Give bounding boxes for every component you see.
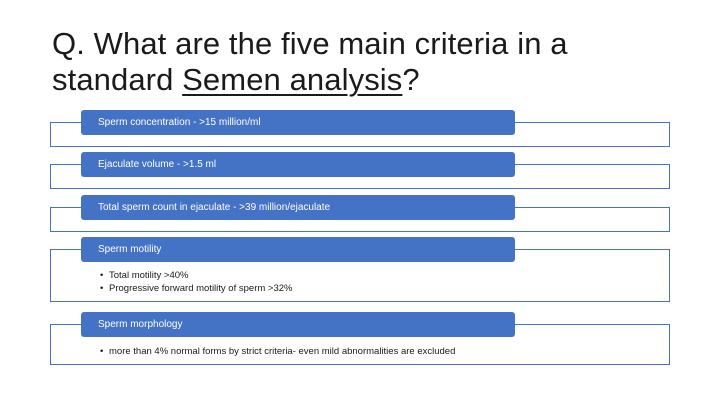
title-underlined-term: Semen analysis xyxy=(182,62,403,97)
bullet-item: more than 4% normal forms by strict crit… xyxy=(100,345,455,358)
slide-title: Q. What are the five main criteria in a … xyxy=(52,26,692,98)
title-suffix: ? xyxy=(402,62,420,97)
criterion-label: Sperm motility xyxy=(81,237,515,262)
criterion-label: Sperm concentration - >15 million/ml xyxy=(81,110,515,135)
bullet-item: Progressive forward motility of sperm >3… xyxy=(100,282,292,295)
criterion-label: Ejaculate volume - >1.5 ml xyxy=(81,152,515,177)
criterion-label: Sperm morphology xyxy=(81,312,515,337)
title-prefix: Q. What are the five main criteria in a … xyxy=(52,26,568,97)
criterion-bullet-list: more than 4% normal forms by strict crit… xyxy=(100,345,455,358)
bullet-item: Total motility >40% xyxy=(100,269,292,282)
criterion-label: Total sperm count in ejaculate - >39 mil… xyxy=(81,195,515,220)
criterion-bullet-list: Total motility >40% Progressive forward … xyxy=(100,269,292,295)
